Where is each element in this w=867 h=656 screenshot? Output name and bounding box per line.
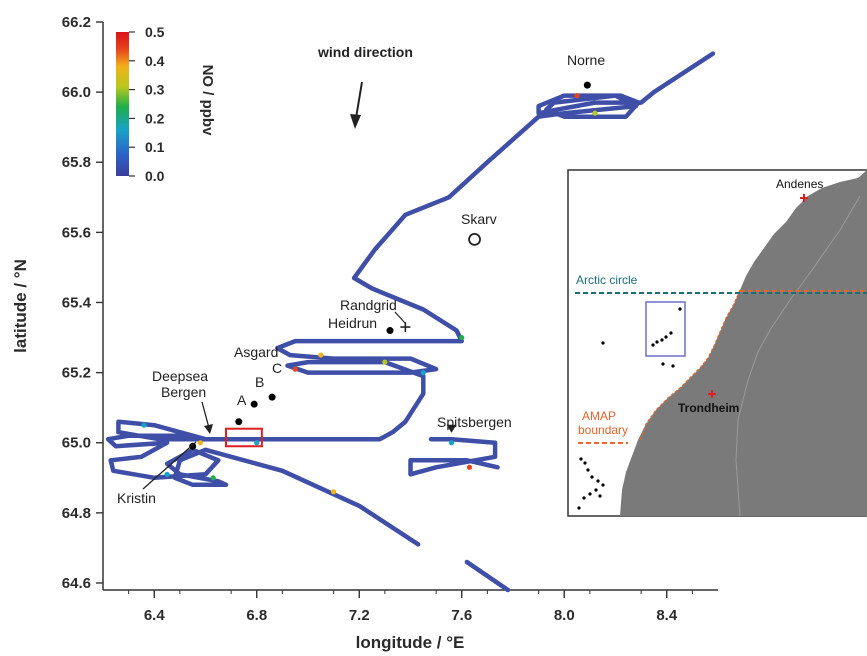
colorbar-tick-label: 0.0 [145, 168, 165, 184]
site-marker-spitsbergen [446, 424, 457, 433]
andenes-station-icon [800, 194, 808, 202]
y-tick-label: 64.8 [62, 505, 91, 522]
no-accent-mark [164, 471, 170, 477]
site-marker-heidrun [386, 327, 394, 335]
colorbar-tick-label: 0.3 [145, 82, 165, 98]
no-accent-mark [592, 110, 598, 116]
label-asgard: Asgard [234, 344, 278, 360]
site-marker-norne [583, 81, 591, 89]
flight-track [105, 51, 716, 547]
flight-track-segment-3 [464, 559, 511, 593]
colorbar-tick-label: 0.2 [145, 110, 165, 126]
no-accent-mark [459, 334, 465, 341]
label-deepsea-2: Bergen [161, 384, 206, 400]
label-trondheim: Trondheim [678, 401, 739, 415]
label-amap-2: boundary [578, 423, 628, 437]
x-axis-title: longitude / °E [356, 633, 465, 652]
no-accent-mark [574, 93, 580, 99]
site-marker-b [250, 400, 258, 408]
y-tick-label: 65.6 [62, 224, 91, 241]
y-tick-label: 65.4 [62, 294, 92, 311]
no-accent-mark [141, 422, 147, 428]
label-deepsea-1: Deepsea [152, 368, 208, 384]
label-kristin: Kristin [117, 490, 156, 506]
label-spitsbergen: Spitsbergen [437, 414, 512, 430]
trondheim-station-icon [708, 390, 716, 398]
no-accent-mark [448, 440, 455, 446]
no-accent-mark [210, 475, 216, 481]
sweden-border [735, 195, 861, 516]
colorbar-ticks: 0.0 0.1 0.2 0.3 0.4 0.5 [129, 24, 165, 184]
label-skarv: Skarv [461, 211, 497, 227]
randgrid-pointer [394, 311, 406, 324]
y-axis-title: latitude / °N [11, 259, 30, 353]
label-a: A [237, 392, 247, 408]
x-tick-label: 8.4 [656, 607, 678, 624]
kristin-pointer [142, 441, 197, 490]
no-accent-mark [197, 440, 203, 446]
y-axis-ticks: 64.6 64.8 65.0 65.2 65.4 65.6 65.8 66.0 66.2 [62, 14, 103, 592]
label-arctic-circle: Arctic circle [576, 273, 638, 287]
highlight-box [225, 427, 263, 448]
deepsea-pointer [201, 401, 210, 429]
colorbar-title: NO / ppbv [199, 65, 216, 136]
y-tick-label: 65.8 [62, 154, 91, 171]
x-tick-label: 7.2 [349, 607, 370, 624]
norway-coast [620, 170, 867, 516]
wind-direction-label: wind direction [317, 44, 413, 60]
site-marker-a [235, 418, 243, 426]
colorbar [116, 32, 129, 176]
label-amap-1: AMAP [582, 409, 616, 423]
no-accent-mark [254, 440, 260, 446]
no-accent-mark [466, 464, 473, 470]
platform-dots [577, 307, 682, 510]
wind-arrow-icon [350, 81, 363, 129]
y-tick-label: 64.6 [62, 575, 91, 592]
no-accent-mark [331, 489, 337, 495]
x-tick-label: 6.8 [246, 607, 267, 624]
inset-map: Andenes Arctic circle AMAP boundary Tron… [567, 169, 867, 517]
x-tick-label: 8.0 [554, 607, 575, 624]
colorbar-tick-label: 0.4 [145, 53, 165, 69]
y-tick-label: 66.0 [62, 84, 91, 101]
site-marker-skarv [468, 232, 481, 246]
label-c: C [272, 360, 282, 376]
label-norne: Norne [567, 52, 605, 68]
study-area-box [645, 301, 686, 357]
y-tick-label: 65.0 [62, 435, 91, 452]
colorbar-tick-label: 0.1 [145, 139, 165, 155]
x-tick-label: 7.6 [451, 607, 472, 624]
no-accent-mark [420, 370, 426, 376]
label-randgrid: Randgrid [340, 297, 397, 313]
flight-track-segment-2 [408, 436, 500, 477]
label-b: B [255, 374, 264, 390]
site-markers [189, 81, 591, 450]
site-marker-c [268, 393, 276, 401]
colorbar-tick-label: 0.5 [145, 24, 165, 40]
label-andenes: Andenes [776, 177, 823, 191]
no-accent-mark [318, 352, 324, 358]
no-accent-mark [382, 359, 388, 365]
site-marker-kristin [189, 442, 197, 450]
amap-coast-line [639, 289, 741, 441]
deepsea-arrowhead-icon [204, 424, 213, 434]
flight-track-group [105, 51, 716, 593]
x-axis-ticks: 6.4 6.8 7.2 7.6 8.0 8.4 [128, 590, 693, 624]
no-accent-mark [292, 366, 298, 372]
x-tick-label: 6.4 [144, 607, 166, 624]
label-heidrun: Heidrun [328, 315, 377, 331]
y-tick-label: 65.2 [62, 365, 91, 382]
y-tick-label: 66.2 [62, 14, 91, 31]
